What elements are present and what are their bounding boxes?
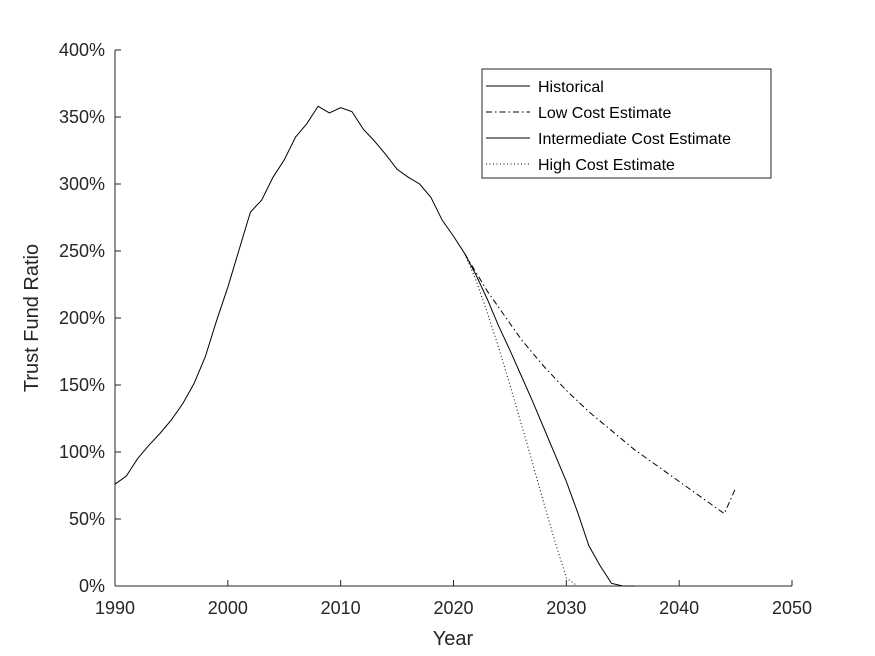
x-tick-label: 2020 <box>433 598 473 618</box>
legend: Historical Low Cost Estimate Intermediate … <box>481 68 772 179</box>
y-tick-label: 250% <box>59 241 105 261</box>
x-tick-label: 2050 <box>772 598 812 618</box>
y-tick-label: 200% <box>59 308 105 328</box>
y-tick-label: 150% <box>59 375 105 395</box>
legend-label: Historical <box>538 79 604 96</box>
x-tick-label: 2000 <box>208 598 248 618</box>
y-axis-label: Trust Fund Ratio <box>21 244 43 392</box>
y-tick-label: 50% <box>69 509 105 529</box>
y-tick-label: 300% <box>59 174 105 194</box>
x-tick-label: 2010 <box>321 598 361 618</box>
legend-label: High Cost Estimate <box>538 157 675 174</box>
x-axis-label: Year <box>433 628 474 650</box>
x-tick-label: 2030 <box>546 598 586 618</box>
y-tick-label: 400% <box>59 40 105 60</box>
x-tick-label: 1990 <box>95 598 135 618</box>
y-tick-label: 100% <box>59 442 105 462</box>
y-tick-label: 0% <box>79 576 105 596</box>
series-line-1 <box>464 253 737 515</box>
legend-box <box>481 68 772 179</box>
y-axis-ticks: 0% 50% 100% 150% 200% 250% 300% 350% 400% <box>59 40 121 596</box>
series-line-3 <box>464 253 578 587</box>
legend-label: Intermediate Cost Estimate <box>538 131 731 148</box>
series-line-0 <box>114 105 466 485</box>
y-tick-label: 350% <box>59 107 105 127</box>
series-layer <box>114 105 737 587</box>
x-axis-ticks: 1990 2000 2010 2020 2030 2040 2050 <box>95 580 812 618</box>
series-line-2 <box>464 253 635 587</box>
x-tick-label: 2040 <box>659 598 699 618</box>
legend-label: Low Cost Estimate <box>538 105 671 122</box>
